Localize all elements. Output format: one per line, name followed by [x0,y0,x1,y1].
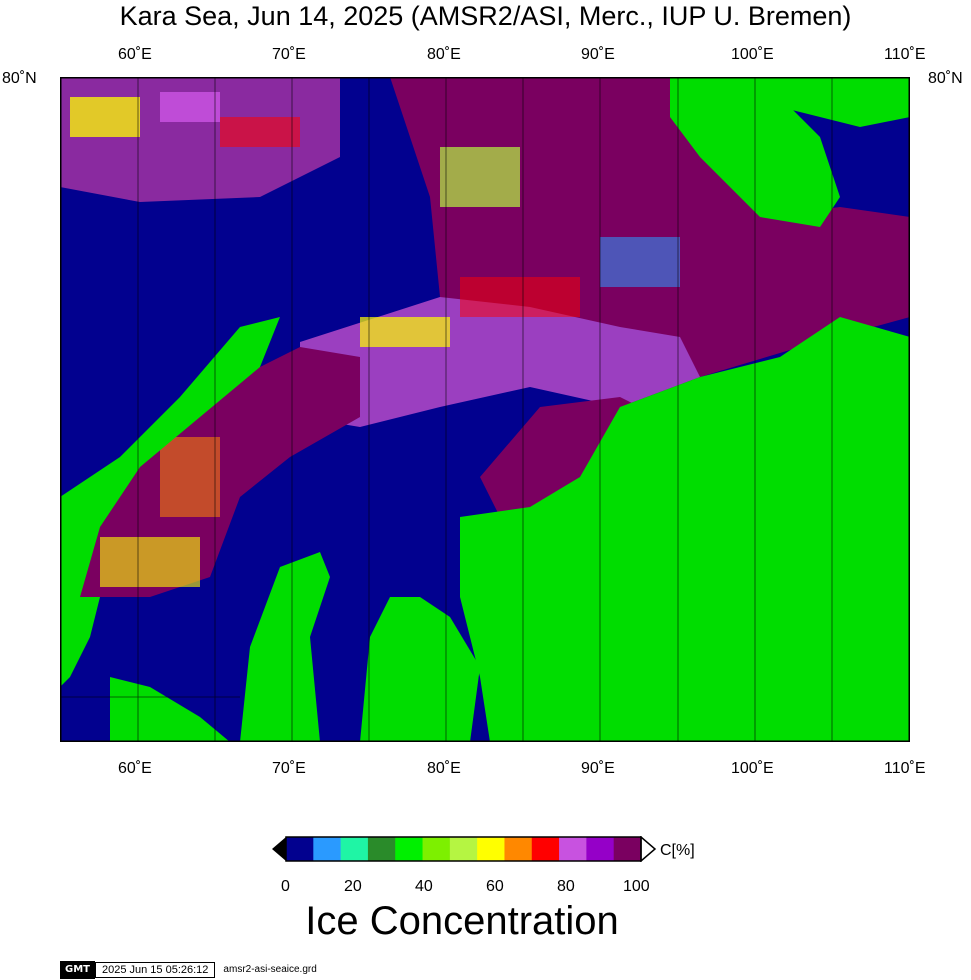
lon-tick-top-90: 90˚E [581,46,615,63]
colorbar-underflow-triangle [272,837,286,861]
colorbar-overflow-triangle [640,836,657,862]
lat-tick-left-80: 80˚N [2,70,37,87]
map-frame [60,77,910,742]
colorbar-frame [285,836,642,862]
ice-mixed-patch-4 [440,147,520,207]
land-southwest-mainland [110,677,230,742]
ice-mixed-patch-6 [460,277,580,317]
colorbar-tick-80: 80 [557,878,575,895]
colorbar-tick-60: 60 [486,878,504,895]
colorbar-swatch [340,837,369,861]
land-novaya-zemlya [60,317,280,617]
colorbar-swatch [504,837,533,861]
grid-filename: amsr2-asi-seaice.grd [223,964,317,975]
colorbar-swatch [286,837,314,861]
colorbar-unit-label: C[%] [660,842,695,859]
ice-mixed-patch-3 [220,117,300,147]
colorbar-tick-100: 100 [623,878,650,895]
land-yamal [240,552,330,742]
colorbar-swatch [477,837,505,861]
lon-tick-bottom-90: 90˚E [581,760,615,777]
colorbar-swatch [613,837,642,861]
lon-tick-top-100: 100˚E [731,46,774,63]
lon-tick-top-80: 80˚E [427,46,461,63]
lon-tick-bottom-110: 110˚E [884,760,926,777]
ice-mixed-patch-5 [360,317,450,347]
land-severnaya-zemlya-east [760,77,910,127]
ice-mixed-patch-8 [100,537,200,587]
map-title: Kara Sea, Jun 14, 2025 (AMSR2/ASI, Merc.… [119,1,852,31]
lon-tick-top-110: 110˚E [884,46,926,63]
map-canvas [60,77,910,742]
ice-mixed-patch-7 [160,437,220,517]
lon-tick-bottom-60: 60˚E [118,760,152,777]
graticule [60,77,833,742]
lon-tick-bottom-80: 80˚E [427,760,461,777]
land-novaya-zemlya-south [60,597,100,687]
timestamp: 2025 Jun 15 05:26:12 [94,962,216,978]
gmt-timestamp: GMT 2025 Jun 15 05:26:12 amsr2-asi-seaic… [60,961,317,979]
lat-tick-right-80: 80˚N [928,70,963,87]
colorbar-tick-0: 0 [281,878,290,895]
colorbar-swatch [586,837,615,861]
colorbar-swatch [367,837,396,861]
colorbar-title: Ice Concentration [305,899,619,943]
colorbar-swatch [449,837,478,861]
ice-concentration-map [60,77,910,742]
sea-ice-layer [60,77,910,597]
colorbar-swatch [422,837,451,861]
gmt-logo: GMT [60,961,95,979]
lon-tick-top-70: 70˚E [272,46,306,63]
colorbar [272,836,657,862]
land-taymyr [460,317,910,742]
land-layer [60,77,910,742]
lon-tick-top-60: 60˚E [118,46,152,63]
ice-mixed-patch-1 [70,97,140,137]
colorbar-swatch [531,837,560,861]
lon-tick-bottom-100: 100˚E [731,760,774,777]
lon-tick-bottom-70: 70˚E [272,760,306,777]
land-gydan [360,597,480,742]
colorbar-swatch [395,837,424,861]
colorbar-tick-20: 20 [344,878,362,895]
colorbar-swatch [313,837,342,861]
ice-mixed-patch-9 [600,237,680,287]
colorbar-tick-40: 40 [415,878,433,895]
colorbar-swatch [559,837,587,861]
ice-mixed-patch-2 [160,92,220,122]
